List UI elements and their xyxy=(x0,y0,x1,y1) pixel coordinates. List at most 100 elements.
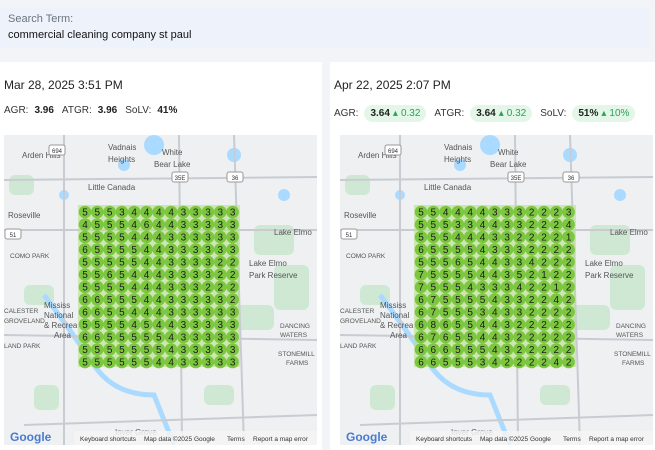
rank-dot xyxy=(115,218,129,231)
rank-dot xyxy=(127,318,141,331)
rank-dot xyxy=(513,293,526,306)
rank-label: 2 xyxy=(218,258,224,269)
rank-dot xyxy=(177,218,190,231)
rank-label: 3 xyxy=(218,320,224,331)
rank-dot xyxy=(488,293,502,306)
rank-dot xyxy=(127,293,141,306)
rank-label: 4 xyxy=(480,320,486,331)
rank-label: 6 xyxy=(95,295,101,306)
rank-dot xyxy=(500,318,514,331)
rank-dot xyxy=(201,243,215,256)
rank-label: 2 xyxy=(529,283,535,294)
rank-label: 4 xyxy=(168,208,174,219)
rank-dot xyxy=(214,255,227,269)
rank-label: 3 xyxy=(119,208,125,219)
map-label: Little Canada xyxy=(424,183,472,192)
rank-label: 2 xyxy=(541,333,547,344)
rank-label: 6 xyxy=(443,320,449,331)
search-term: commercial cleaning company st paul xyxy=(8,29,192,41)
rank-label: 2 xyxy=(541,220,547,231)
rank-label: 3 xyxy=(193,320,199,331)
rank-label: 5 xyxy=(418,220,424,231)
rank-dot xyxy=(500,243,514,256)
rank-label: 3 xyxy=(168,233,174,244)
rank-dot xyxy=(513,305,526,319)
map-label: White xyxy=(162,148,183,157)
rank-label: 2 xyxy=(230,258,236,269)
rank-label: 4 xyxy=(156,358,162,369)
rank-label: 5 xyxy=(144,358,150,369)
panel: Mar 28, 2025 3:51 PM AGR: 3.96 ATGR: 3.96 SoL… xyxy=(0,62,322,450)
rank-label: 5 xyxy=(431,283,437,294)
rank-label: 3 xyxy=(218,208,224,219)
rank-dot xyxy=(463,218,477,231)
rank-dot xyxy=(463,318,477,331)
rank-label: 4 xyxy=(480,220,486,231)
rank-label: 2 xyxy=(554,208,560,219)
rank-dot xyxy=(439,343,452,356)
rank-dot xyxy=(226,268,239,281)
rank-label: 5 xyxy=(107,245,113,256)
metric-value: 3.64 xyxy=(370,108,390,119)
rank-dot xyxy=(537,280,551,294)
rank-label: 5 xyxy=(467,320,473,331)
rank-label: 5 xyxy=(107,258,113,269)
rank-label: 2 xyxy=(529,233,535,244)
rank-label: 6 xyxy=(418,333,424,344)
rank-dot xyxy=(513,343,526,356)
rank-dot xyxy=(513,230,526,244)
rank-label: 3 xyxy=(492,233,498,244)
rank-label: 3 xyxy=(504,308,510,319)
rank-dot xyxy=(164,243,178,256)
rank-dot xyxy=(562,230,575,244)
rank-dot xyxy=(226,355,239,369)
road-shield-label: 694 xyxy=(52,149,63,155)
rank-label: 5 xyxy=(131,295,137,306)
rank-label: 6 xyxy=(443,345,449,356)
rank-dot xyxy=(537,218,551,231)
map-label: Little Canada xyxy=(88,183,136,192)
rank-dot xyxy=(91,305,104,319)
map-label: White xyxy=(498,148,519,157)
rank-label: 6 xyxy=(95,333,101,344)
rank-label: 4 xyxy=(480,245,486,256)
rank-dot xyxy=(500,218,514,231)
rank-label: 6 xyxy=(82,245,88,256)
rank-dot xyxy=(152,205,166,219)
rank-label: 5 xyxy=(467,308,473,319)
rank-dot xyxy=(214,330,227,344)
rank-dot xyxy=(127,280,141,294)
rank-label: 4 xyxy=(156,208,162,219)
rank-label: 4 xyxy=(144,233,150,244)
map-label: Roseville xyxy=(344,211,377,220)
road-shield-label: 694 xyxy=(388,149,399,155)
map-label: Arden Hills xyxy=(22,151,61,160)
rank-dot xyxy=(562,218,575,231)
rank-label: 3 xyxy=(181,295,187,306)
rank-dot xyxy=(427,205,440,219)
metric-badge: 51% ▴ 10% xyxy=(572,105,636,122)
rank-dot xyxy=(500,293,514,306)
rank-label: 3 xyxy=(168,295,174,306)
rank-dot xyxy=(115,205,129,219)
rank-dot xyxy=(226,343,239,356)
rank-dot xyxy=(140,355,153,369)
road-shield xyxy=(340,228,358,240)
rank-label: 4 xyxy=(82,220,88,231)
rank-label: 5 xyxy=(156,333,162,344)
rank-label: 5 xyxy=(455,308,461,319)
rank-dot xyxy=(140,255,153,269)
rank-label: 6 xyxy=(443,333,449,344)
rank-label: 4 xyxy=(131,220,137,231)
rank-dot xyxy=(78,218,92,231)
rank-dot xyxy=(127,243,141,256)
rank-label: 5 xyxy=(431,220,437,231)
rank-dot xyxy=(562,318,575,331)
road-shield-label: 35E xyxy=(175,176,186,182)
metric-label: ATGR: xyxy=(61,105,92,116)
rank-dot xyxy=(214,268,227,281)
rank-dot xyxy=(189,305,202,319)
rank-dot xyxy=(164,318,178,331)
rank-dot xyxy=(537,293,551,306)
